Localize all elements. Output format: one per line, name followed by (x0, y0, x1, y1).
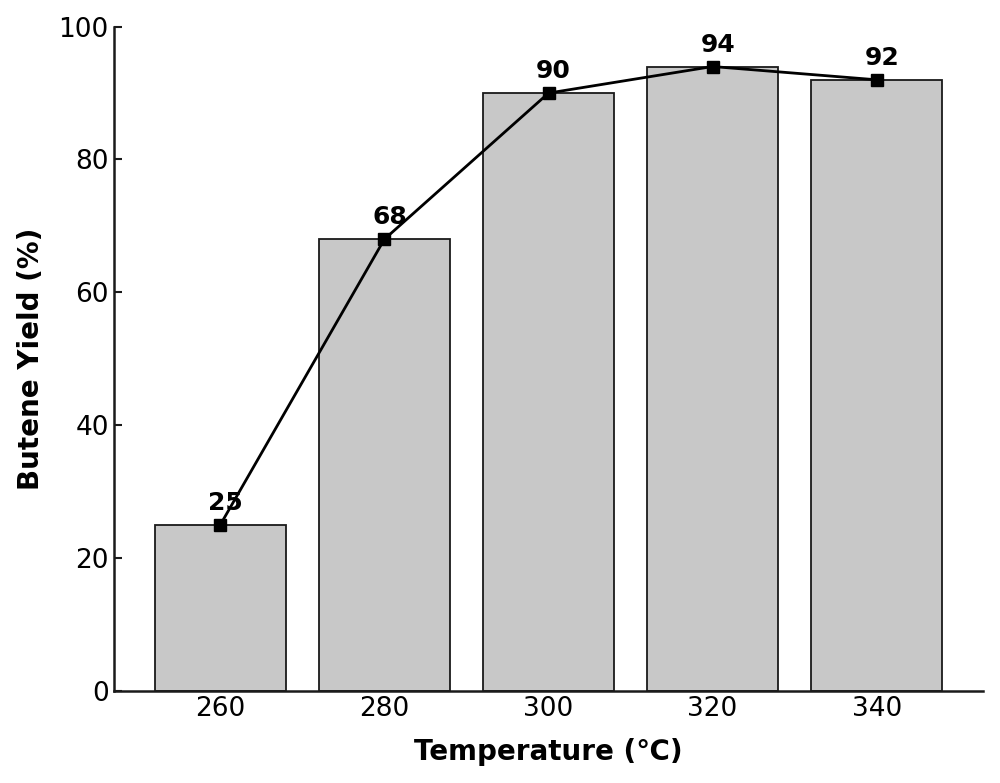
Bar (811, 80, 942, 691)
Bar (155, 525, 286, 691)
X-axis label: Temperature (℃): Temperature (℃) (414, 738, 683, 767)
Text: 92: 92 (864, 46, 899, 70)
Text: 68: 68 (372, 205, 407, 229)
Bar (483, 93, 614, 691)
Bar (319, 239, 450, 691)
Text: 90: 90 (536, 60, 571, 83)
Bar (647, 67, 778, 691)
Text: 94: 94 (700, 33, 735, 56)
Y-axis label: Butene Yield (%): Butene Yield (%) (17, 228, 45, 490)
Text: 25: 25 (208, 491, 243, 514)
